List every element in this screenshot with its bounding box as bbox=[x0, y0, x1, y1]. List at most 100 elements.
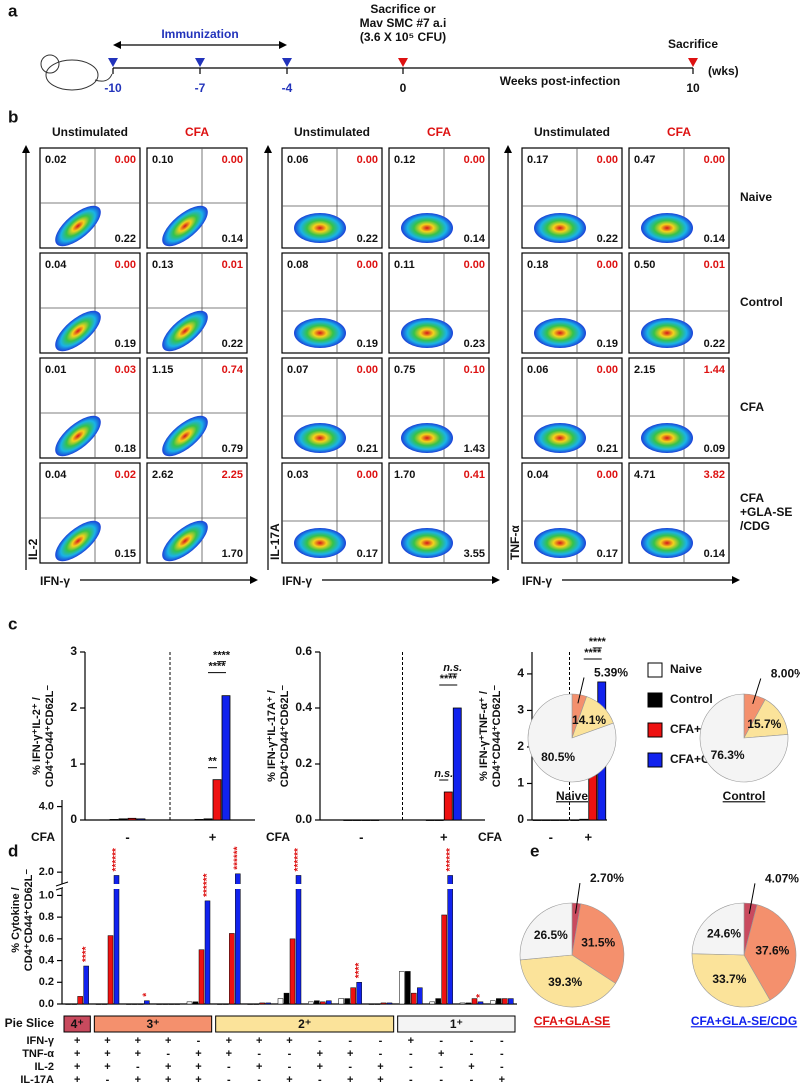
y-axis-title: % IFN-γ⁺IL-2⁺ / bbox=[31, 697, 43, 775]
bar bbox=[502, 998, 508, 1005]
column-header: CFA bbox=[427, 125, 451, 139]
density-blob bbox=[534, 318, 586, 348]
bar bbox=[168, 1003, 174, 1005]
quadrant-value: 0.22 bbox=[704, 338, 725, 350]
sign: - bbox=[470, 1035, 474, 1047]
density-blob bbox=[294, 423, 346, 453]
legend-swatch bbox=[647, 662, 663, 678]
bar bbox=[203, 818, 213, 821]
sign: - bbox=[318, 1074, 322, 1086]
row-label: +GLA-SE bbox=[740, 505, 792, 519]
y-axis-label: TNF-α bbox=[508, 525, 522, 560]
break-gap bbox=[63, 884, 518, 889]
bar bbox=[405, 971, 411, 1005]
quadrant-value: 0.19 bbox=[357, 338, 378, 350]
quadrant-value: 1.43 bbox=[464, 443, 485, 455]
sign: - bbox=[257, 1074, 261, 1086]
bar bbox=[374, 1003, 381, 1005]
y-axis-title: CD4⁺CD44⁺CD62L⁻ bbox=[23, 869, 35, 972]
pie-label: 33.7% bbox=[712, 972, 746, 986]
bar bbox=[477, 1001, 484, 1005]
flow-plot bbox=[146, 462, 248, 564]
density-blob bbox=[162, 520, 208, 562]
bar bbox=[174, 1003, 180, 1005]
pie-slice-group bbox=[397, 1015, 516, 1033]
legend-swatch bbox=[647, 692, 663, 708]
density-blob bbox=[294, 528, 346, 558]
bar bbox=[156, 1003, 162, 1005]
quadrant-value: 2.62 bbox=[152, 469, 173, 481]
bar bbox=[308, 1001, 314, 1005]
x-axis-label: IFN-γ bbox=[522, 574, 552, 588]
sign: + bbox=[256, 1061, 262, 1073]
pie-slice bbox=[691, 902, 745, 956]
legend-label: Naive bbox=[670, 662, 702, 676]
density-blob bbox=[294, 213, 346, 243]
pie-title: CFA+GLA-SE/CDG bbox=[691, 1014, 797, 1028]
quadrant-value: 0.03 bbox=[115, 364, 136, 376]
leader-line bbox=[748, 883, 756, 914]
bar bbox=[496, 998, 502, 1005]
bar bbox=[194, 819, 204, 821]
pie-label: 4.07% bbox=[765, 872, 799, 886]
significance-label: ****** bbox=[111, 848, 122, 871]
quadrant-value: 0.23 bbox=[464, 338, 485, 350]
pie-label: 15.7% bbox=[747, 717, 781, 731]
sign: - bbox=[348, 1035, 352, 1047]
quadrant-value: 2.15 bbox=[634, 364, 655, 376]
quadrant-value: 0.02 bbox=[115, 469, 136, 481]
bar bbox=[344, 998, 350, 1005]
sign: - bbox=[379, 1048, 383, 1060]
bar bbox=[136, 818, 146, 821]
bar bbox=[370, 819, 380, 821]
bar bbox=[459, 1002, 466, 1005]
bar bbox=[399, 971, 405, 1005]
quadrant-value: 0.14 bbox=[704, 233, 726, 245]
quadrant-value: 0.19 bbox=[115, 338, 136, 350]
quadrant-value: 0.79 bbox=[222, 443, 243, 455]
bar bbox=[441, 914, 447, 1005]
y-tick-label: 0 bbox=[517, 812, 524, 826]
cytokine-label: IL-17A bbox=[20, 1074, 54, 1086]
quadrant-value: 0.00 bbox=[704, 154, 725, 166]
row-label: CFA bbox=[740, 400, 764, 414]
bar bbox=[192, 1001, 199, 1005]
x-axis-title: CFA bbox=[478, 830, 502, 844]
pie-slice-group bbox=[215, 1015, 395, 1033]
density-blob bbox=[55, 415, 101, 457]
timeline-unit: (wks) bbox=[708, 64, 739, 78]
density-blob bbox=[55, 310, 101, 352]
bar bbox=[465, 1002, 472, 1005]
density-blob bbox=[534, 528, 586, 558]
leader-line bbox=[577, 677, 585, 704]
density-blob bbox=[162, 415, 208, 457]
sign: + bbox=[104, 1061, 110, 1073]
quadrant-value: 0.04 bbox=[45, 259, 67, 271]
bar bbox=[132, 1003, 138, 1005]
pie-title: Control bbox=[723, 789, 766, 803]
panel-letter: d bbox=[8, 841, 18, 860]
y-axis-title: % IFN-γ⁺TNF-α⁺ / bbox=[478, 691, 490, 781]
quadrant-value: 0.00 bbox=[357, 259, 378, 271]
pie-slice-label: 1⁺ bbox=[450, 1017, 463, 1031]
legend-swatch bbox=[647, 752, 663, 768]
quadrant-value: 0.01 bbox=[222, 259, 243, 271]
event-label: Mav SMC #7 a.i bbox=[360, 16, 447, 30]
sign: + bbox=[165, 1074, 171, 1086]
y-tick-label: 3 bbox=[517, 703, 524, 717]
significance-label: ****** bbox=[202, 873, 213, 896]
significance-label: n.s. bbox=[434, 768, 453, 780]
bar bbox=[198, 949, 205, 1005]
flow-plot bbox=[39, 147, 141, 249]
sign: + bbox=[74, 1035, 80, 1047]
bar bbox=[144, 1000, 150, 1005]
pie-slice bbox=[691, 953, 771, 1008]
sign: - bbox=[257, 1048, 261, 1060]
density-blob bbox=[641, 528, 693, 558]
y-tick-label: 4 bbox=[517, 666, 524, 680]
mouse-icon bbox=[40, 54, 113, 91]
density-blob bbox=[55, 205, 101, 247]
row-label: Control bbox=[740, 295, 783, 309]
sign: + bbox=[135, 1048, 141, 1060]
